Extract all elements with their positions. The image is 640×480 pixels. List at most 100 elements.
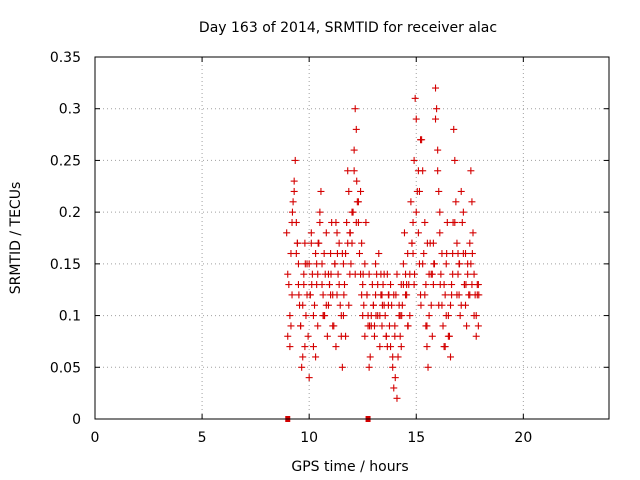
data-point xyxy=(419,260,427,268)
data-point xyxy=(429,281,437,289)
data-point xyxy=(449,218,457,226)
data-point xyxy=(433,105,441,113)
data-point xyxy=(305,374,313,382)
x-tick-label: 5 xyxy=(198,430,207,446)
data-point xyxy=(428,332,436,340)
data-point xyxy=(417,136,425,144)
data-point xyxy=(333,229,341,237)
data-point xyxy=(288,208,296,216)
data-point xyxy=(320,250,328,258)
data-points xyxy=(283,84,483,422)
data-point xyxy=(299,301,307,309)
data-point xyxy=(304,332,312,340)
data-point xyxy=(327,291,335,299)
data-point xyxy=(362,218,370,226)
data-point xyxy=(283,229,291,237)
data-point xyxy=(366,353,374,361)
data-point xyxy=(391,332,399,340)
data-point xyxy=(295,291,303,299)
data-point xyxy=(415,187,423,195)
data-point xyxy=(301,343,309,351)
data-point xyxy=(436,208,444,216)
data-point xyxy=(467,167,475,175)
data-point xyxy=(462,281,470,289)
data-point xyxy=(470,312,478,320)
data-point xyxy=(360,301,368,309)
data-point xyxy=(314,239,322,247)
data-point xyxy=(414,229,422,237)
data-point xyxy=(346,229,354,237)
data-point xyxy=(302,312,310,320)
data-point xyxy=(289,198,297,206)
data-point xyxy=(410,281,418,289)
data-point xyxy=(348,208,356,216)
data-point xyxy=(329,322,337,330)
data-point xyxy=(300,270,308,278)
data-point xyxy=(434,167,442,175)
data-point xyxy=(314,270,322,278)
data-point xyxy=(372,260,380,268)
data-point xyxy=(393,270,401,278)
data-point xyxy=(309,343,317,351)
data-point xyxy=(423,343,431,351)
data-point xyxy=(286,343,294,351)
data-point xyxy=(307,239,315,247)
data-point xyxy=(457,301,465,309)
data-point xyxy=(439,322,447,330)
data-point xyxy=(294,260,302,268)
data-point xyxy=(436,229,444,237)
data-point xyxy=(432,115,440,123)
data-point xyxy=(432,84,440,92)
data-point xyxy=(365,270,373,278)
data-point xyxy=(435,187,443,195)
y-tick-label: 0.15 xyxy=(50,257,81,273)
data-point xyxy=(370,332,378,340)
data-point xyxy=(319,291,327,299)
data-point xyxy=(290,187,298,195)
data-point xyxy=(458,218,466,226)
data-point xyxy=(400,229,408,237)
data-point xyxy=(290,177,298,185)
data-point xyxy=(292,250,300,258)
data-point xyxy=(297,322,305,330)
data-point xyxy=(447,353,455,361)
data-point xyxy=(316,218,324,226)
x-axis-label: GPS time / hours xyxy=(291,459,408,475)
data-point xyxy=(326,281,334,289)
data-point xyxy=(317,187,325,195)
data-point xyxy=(429,239,437,247)
data-point xyxy=(354,198,362,206)
data-point xyxy=(406,312,414,320)
data-point xyxy=(377,270,385,278)
data-point xyxy=(344,167,352,175)
data-point xyxy=(359,281,367,289)
data-point xyxy=(334,270,342,278)
data-point xyxy=(355,250,363,258)
data-point xyxy=(409,250,417,258)
data-point xyxy=(345,301,353,309)
data-point xyxy=(423,239,431,247)
data-point xyxy=(314,322,322,330)
y-tick-label: 0.25 xyxy=(50,153,81,169)
data-point xyxy=(417,301,425,309)
data-point xyxy=(467,260,475,268)
data-point xyxy=(344,239,352,247)
data-point xyxy=(430,260,438,268)
x-tick-label: 0 xyxy=(91,430,100,446)
data-point xyxy=(313,260,321,268)
data-point xyxy=(420,250,428,258)
data-point xyxy=(387,281,395,289)
data-point xyxy=(442,260,450,268)
y-tick-label: 0.3 xyxy=(59,102,81,118)
data-point xyxy=(358,239,366,247)
data-point xyxy=(411,94,419,102)
data-point xyxy=(336,301,344,309)
data-point xyxy=(332,218,340,226)
data-point xyxy=(448,281,456,289)
data-point xyxy=(293,239,301,247)
plot-frame xyxy=(94,56,610,420)
data-point xyxy=(421,291,429,299)
data-point xyxy=(366,322,374,330)
data-point xyxy=(376,343,384,351)
data-point xyxy=(288,291,296,299)
